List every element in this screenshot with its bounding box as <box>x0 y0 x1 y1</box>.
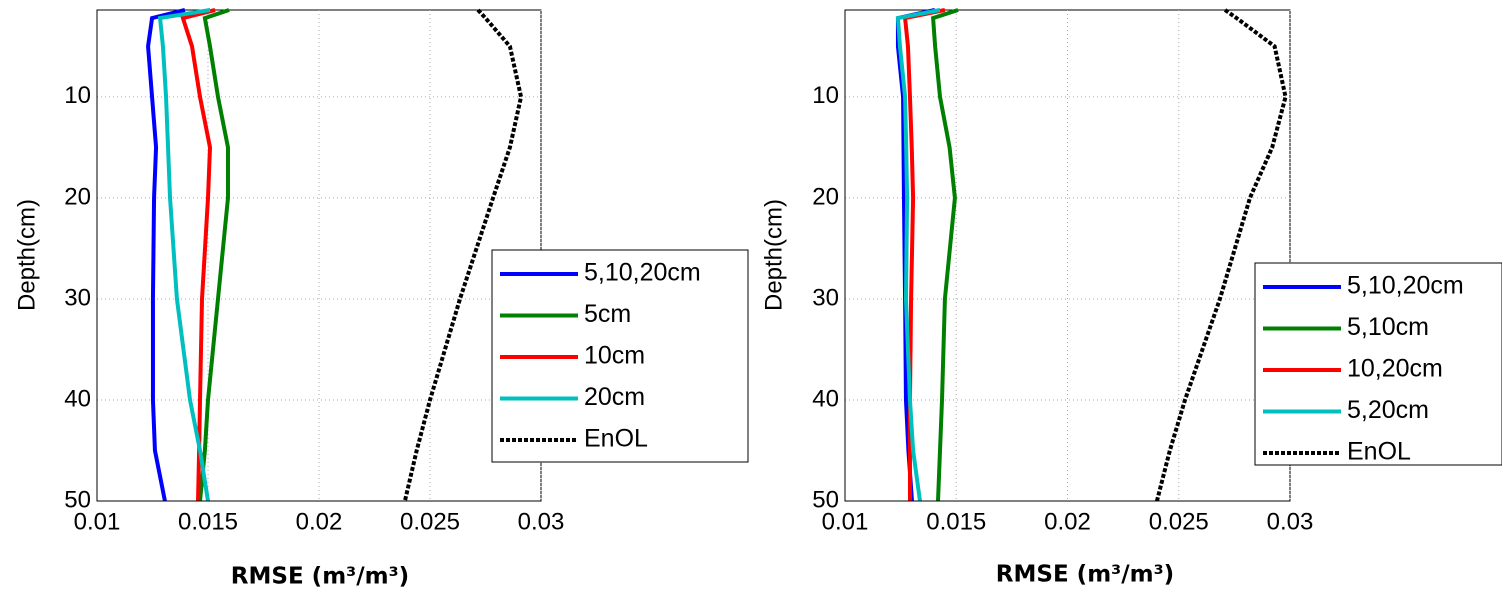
series-line <box>198 8 230 502</box>
y-tick-label: 50 <box>812 486 839 513</box>
x-tick-label: 0.025 <box>1149 508 1209 535</box>
plot-area <box>844 9 1291 502</box>
series-line <box>157 8 211 502</box>
legend-label: 10,20cm <box>1347 355 1443 383</box>
y-tick-label: 50 <box>64 486 91 513</box>
legend-label: EnOL <box>584 425 648 453</box>
legend-label: 5,20cm <box>1347 396 1429 424</box>
x-tick-label: 0.025 <box>400 508 460 535</box>
legend-label: 10cm <box>584 342 645 370</box>
x-tick-label: 0.01 <box>74 508 121 535</box>
series-line <box>895 8 941 502</box>
y-axis-label: Depth(cm) <box>13 199 40 311</box>
legend-label: EnOL <box>1347 438 1411 466</box>
x-tick-label: 0.01 <box>822 508 869 535</box>
series-line <box>931 8 959 502</box>
x-tick-label: 0.02 <box>296 508 343 535</box>
y-tick-label: 40 <box>64 385 91 412</box>
plot-area <box>96 9 542 502</box>
x-tick-label: 0.03 <box>518 508 565 535</box>
x-tick-label: 0.02 <box>1044 508 1091 535</box>
legend-label: 5,10,20cm <box>1347 272 1464 300</box>
legend-label: 5,10,20cm <box>584 259 701 287</box>
legend-label: 5cm <box>584 300 631 328</box>
series-line <box>1155 8 1288 502</box>
x-tick-label: 0.03 <box>1267 508 1314 535</box>
series-line <box>180 8 216 502</box>
legend-label: 5,10cm <box>1347 313 1429 341</box>
y-axis-label: Depth(cm) <box>760 199 787 311</box>
legend-box <box>1254 262 1502 466</box>
x-axis-label: RMSE (m³/m³) <box>996 562 1174 588</box>
y-tick-label: 40 <box>812 385 839 412</box>
y-tick-label: 10 <box>812 82 839 109</box>
y-tick-label: 30 <box>64 284 91 311</box>
series-line <box>146 8 186 502</box>
legend-label: 20cm <box>584 383 645 411</box>
y-tick-label: 20 <box>64 183 91 210</box>
y-tick-label: 30 <box>812 284 839 311</box>
y-tick-label: 10 <box>64 82 91 109</box>
x-tick-label: 0.015 <box>926 508 986 535</box>
x-axis-label: RMSE (m³/m³) <box>231 564 409 590</box>
x-tick-label: 0.015 <box>178 508 238 535</box>
y-tick-label: 20 <box>812 183 839 210</box>
